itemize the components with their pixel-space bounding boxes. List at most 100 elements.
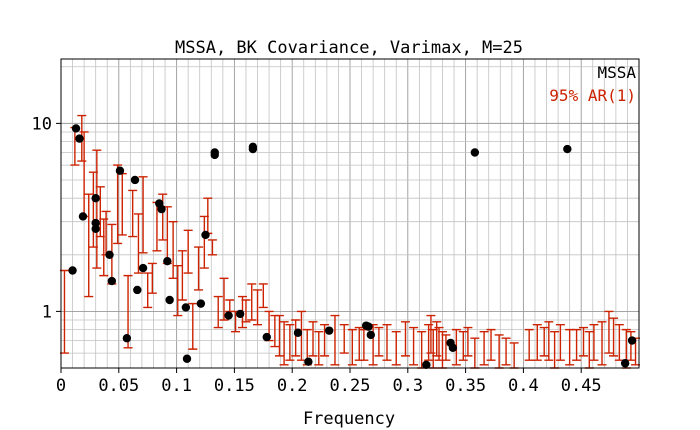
ar1-error-bar <box>207 239 217 256</box>
ar1-error-bar <box>177 250 187 301</box>
ar1-error-bar <box>213 295 223 329</box>
mssa-point <box>130 175 140 185</box>
ar1-error-bar <box>168 220 178 279</box>
ar1-error-bar <box>285 323 295 361</box>
chart-title: MSSA, BK Covariance, Varimax, M=25 <box>175 38 523 58</box>
ar1-error-bar <box>509 342 519 369</box>
ar1-error-bar <box>147 262 157 294</box>
ar1-error-bar <box>291 319 301 357</box>
ar1-error-bar <box>579 326 589 357</box>
mssa-point <box>163 256 172 266</box>
ar1-error-bar <box>320 323 330 357</box>
ar1-error-bar <box>347 328 357 366</box>
ar1-error-bar <box>133 213 143 274</box>
mssa-point <box>293 328 303 337</box>
ar1-error-bar <box>143 272 153 309</box>
mssa-point <box>235 309 245 319</box>
ar1-error-bar <box>409 326 419 366</box>
ar1-error-bar <box>258 283 268 309</box>
mssa-point <box>448 343 458 353</box>
x-tick-label: 0.35 <box>445 376 486 396</box>
mssa-point <box>366 330 376 340</box>
data-points <box>68 124 637 369</box>
mssa-point <box>470 148 480 157</box>
ar1-error-bar <box>609 317 619 357</box>
x-axis-label: Frequency <box>303 409 395 429</box>
x-tick-label: 0.1 <box>161 376 192 396</box>
ar1-error-bar <box>241 299 251 323</box>
y-tick-label: 1 <box>42 302 52 322</box>
ar1-error-bar <box>494 334 504 369</box>
mssa-point <box>75 134 84 143</box>
ar1-error-bar <box>539 326 549 357</box>
mssa-point <box>210 150 219 160</box>
ar1-error-bar <box>113 164 123 245</box>
mssa-point <box>324 326 334 335</box>
ar1-error-bar <box>219 277 229 321</box>
x-tick-label: 0.25 <box>330 376 371 396</box>
ar1-error-bar <box>183 229 193 274</box>
ar1-error-bar <box>597 321 607 366</box>
ar1-error-bar <box>314 330 324 366</box>
ar1-error-bar <box>101 210 111 256</box>
ar1-error-bar <box>604 310 614 354</box>
mssa-point <box>201 230 210 240</box>
mssa-point <box>68 266 77 275</box>
mssa-point <box>304 357 313 366</box>
legend-entry-ar1: 95% AR(1) <box>549 86 636 105</box>
ar1-error-bar <box>572 328 582 361</box>
x-tick-label: 0.4 <box>508 376 539 396</box>
y-tick-label: 10 <box>32 114 52 134</box>
ar1-error-bar <box>188 302 198 350</box>
mssa-point <box>78 212 88 221</box>
ar1-error-bar <box>479 330 489 366</box>
ar1-error-bar <box>84 193 94 298</box>
ar1-error-bar <box>555 323 565 361</box>
mssa-point <box>107 276 117 286</box>
mssa-point <box>91 194 100 203</box>
mssa-point <box>620 359 630 368</box>
mssa-point <box>422 360 431 369</box>
axis-ticks: 0 0.05 0.1 0.15 0.2 0.25 0.3 0.35 0.4 0.45 1 10 <box>32 114 602 396</box>
mssa-point <box>627 336 637 345</box>
mssa-point <box>196 299 206 308</box>
ar1-error-bar <box>544 321 554 361</box>
ar1-error-bar <box>296 310 306 361</box>
ar1-error-bar <box>391 330 401 366</box>
x-tick-label: 0.15 <box>214 376 255 396</box>
x-tick-label: 0.05 <box>98 376 139 396</box>
x-tick-label: 0 <box>56 376 66 396</box>
ar1-error-bar <box>458 330 468 361</box>
x-tick-label: 0.45 <box>561 376 602 396</box>
ar1-error-bar <box>308 321 318 357</box>
ar1-error-bar <box>486 328 496 361</box>
ar1-error-bar <box>225 299 235 313</box>
ar1-error-bar <box>128 189 138 238</box>
ar1-error-bar <box>194 246 204 291</box>
ar1-error-bar <box>589 323 599 361</box>
grid <box>60 59 640 369</box>
ar1-error-bar <box>138 176 148 254</box>
mssa-point <box>182 354 192 363</box>
ar1-error-bar <box>339 323 349 354</box>
ar1-error-bar <box>253 289 263 326</box>
mssa-point <box>563 144 572 154</box>
ar1-error-bar <box>354 326 364 361</box>
mssa-point <box>181 303 191 312</box>
ar1-error-bar <box>368 323 378 366</box>
ar1-error-bar <box>274 314 284 357</box>
mssa-point <box>91 224 100 233</box>
mssa-point <box>364 322 373 331</box>
mssa-point <box>115 166 125 175</box>
ar1-error-bar <box>330 314 340 366</box>
x-tick-label: 0.3 <box>392 376 423 396</box>
ar1-error-bar <box>524 328 534 361</box>
x-tick-label: 0.2 <box>277 376 308 396</box>
legend-entry-mssa: MSSA <box>597 63 636 82</box>
ar1-error-bar <box>463 326 473 357</box>
mssa-point <box>157 204 166 214</box>
ar1-error-bar <box>374 326 384 357</box>
ar1-error-bar <box>92 149 102 269</box>
ar1-error-bar <box>247 283 257 321</box>
ar1-error-bar <box>400 321 410 357</box>
